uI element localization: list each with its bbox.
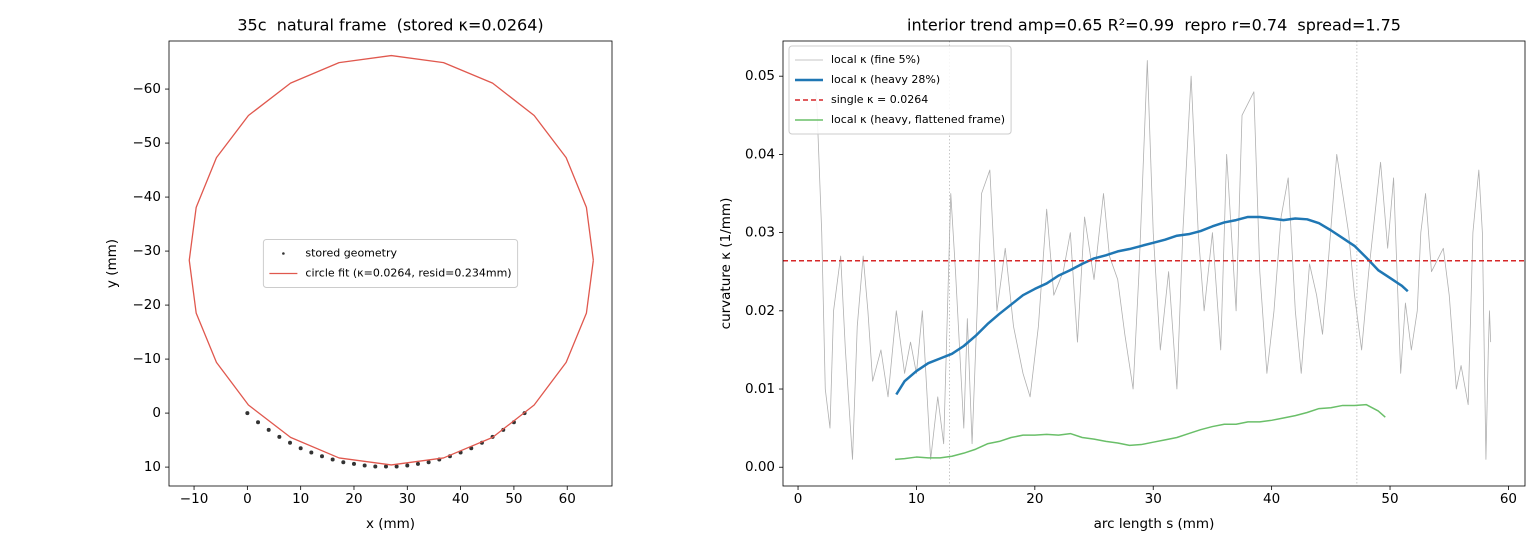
data-point — [426, 460, 431, 465]
x-tick-label: 30 — [399, 491, 416, 507]
legend-box — [788, 45, 1012, 135]
data-point — [394, 464, 399, 469]
axes-frame — [168, 40, 613, 487]
x-tick-label: 20 — [1026, 491, 1043, 507]
x-tick-label: 0 — [243, 491, 252, 507]
legend-box — [262, 239, 519, 288]
x-tick-label: 30 — [1145, 491, 1162, 507]
data-point — [330, 457, 335, 462]
x-tick-label: 50 — [505, 491, 522, 507]
y-tick-label: 0.02 — [745, 303, 775, 319]
y-tick-label: 0.04 — [745, 146, 775, 162]
legend-label: circle fit (κ=0.0264, resid=0.234mm) — [305, 267, 511, 280]
series-line — [188, 54, 594, 466]
series-line — [895, 215, 1409, 396]
data-point — [298, 446, 303, 451]
x-axis-label: arc length s (mm) — [1094, 516, 1215, 532]
legend-item: local κ (fine 5%) — [795, 53, 920, 66]
y-tick-label: −10 — [133, 351, 162, 367]
data-point — [288, 440, 293, 445]
x-tick-label: −10 — [180, 491, 209, 507]
y-axis-label: curvature κ (1/mm) — [718, 198, 734, 330]
legend-swatch — [282, 252, 285, 255]
x-tick-label: 40 — [1263, 491, 1280, 507]
x-tick-label: 60 — [1500, 491, 1517, 507]
legend-item: circle fit (κ=0.0264, resid=0.234mm) — [269, 267, 512, 280]
y-tick-label: 0 — [152, 405, 161, 421]
data-point — [341, 460, 346, 465]
data-point — [319, 454, 324, 459]
legend-label: local κ (heavy, flattened frame) — [831, 113, 1005, 126]
y-tick-label: 0.05 — [745, 68, 775, 84]
data-point — [405, 463, 410, 468]
x-tick-label: 20 — [345, 491, 362, 507]
series-line — [815, 60, 1492, 460]
y-tick-label: 10 — [144, 459, 161, 475]
legend-item: local κ (heavy, flattened frame) — [795, 113, 1005, 126]
plot-area — [188, 54, 594, 469]
chart-title: 35c natural frame (stored κ=0.0264) — [237, 16, 543, 35]
axes-frame — [782, 40, 1526, 487]
x-tick-label: 40 — [452, 491, 469, 507]
data-point — [256, 420, 261, 425]
data-point — [266, 427, 271, 432]
x-axis-label: x (mm) — [366, 516, 415, 532]
x-tick-label: 50 — [1381, 491, 1398, 507]
y-tick-label: 0.00 — [745, 459, 775, 475]
data-point — [373, 464, 378, 469]
y-tick-label: 0.01 — [745, 381, 775, 397]
legend-label: stored geometry — [305, 247, 397, 260]
x-tick-label: 10 — [292, 491, 309, 507]
y-tick-label: −60 — [133, 81, 162, 97]
data-point — [383, 464, 388, 469]
legend: local κ (fine 5%) local κ (heavy 28%) sing… — [788, 45, 1012, 135]
x-tick-label: 0 — [794, 491, 803, 507]
data-point — [362, 463, 367, 468]
y-tick-label: −40 — [133, 189, 162, 205]
y-tick-label: 0.03 — [745, 225, 775, 241]
series-line — [895, 403, 1386, 461]
chart-title: interior trend amp=0.65 R²=0.99 repro r=… — [907, 16, 1401, 35]
y-tick-label: −30 — [133, 243, 162, 259]
legend-label: single κ = 0.0264 — [831, 93, 928, 106]
data-point — [351, 461, 356, 466]
y-axis-label: y (mm) — [104, 239, 120, 288]
legend-item: local κ (heavy 28%) — [795, 73, 940, 86]
data-point — [277, 434, 282, 439]
data-point — [415, 461, 420, 466]
y-tick-label: −20 — [133, 297, 162, 313]
x-tick-label: 60 — [559, 491, 576, 507]
data-point — [245, 411, 250, 416]
data-point — [309, 450, 314, 455]
legend-label: local κ (heavy 28%) — [831, 73, 940, 86]
y-tick-label: −50 — [133, 135, 162, 151]
legend-item: single κ = 0.0264 — [795, 93, 928, 106]
x-tick-label: 10 — [908, 491, 925, 507]
legend: stored geometry circle fit (κ=0.0264, res… — [262, 239, 519, 288]
legend-label: local κ (fine 5%) — [831, 53, 920, 66]
legend-item: stored geometry — [282, 247, 397, 260]
